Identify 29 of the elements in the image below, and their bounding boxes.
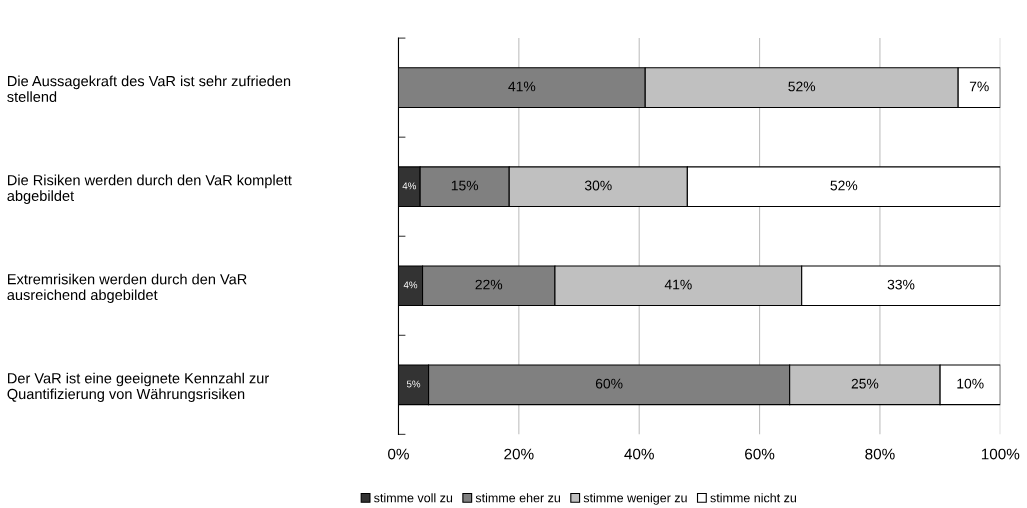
data-label: 4% bbox=[402, 182, 416, 190]
x-tick-label: 40% bbox=[624, 448, 654, 460]
legend-label: stimme eher zu bbox=[475, 493, 560, 503]
data-label: 25% bbox=[851, 378, 879, 389]
data-label: 60% bbox=[595, 378, 623, 389]
data-label: 5% bbox=[406, 380, 421, 388]
x-tick-label: 0% bbox=[388, 448, 409, 460]
x-tick-label: 80% bbox=[865, 448, 895, 460]
data-label: 22% bbox=[475, 279, 503, 290]
data-label: 52% bbox=[788, 81, 816, 92]
legend-label: stimme voll zu bbox=[374, 493, 453, 503]
data-label: 33% bbox=[887, 279, 915, 290]
data-label: 10% bbox=[957, 378, 984, 389]
legend-label: stimme weniger zu bbox=[583, 493, 687, 505]
data-label: 52% bbox=[830, 180, 858, 191]
y-tick-label: Der VaR ist eine geeignete Kennzahl zur Quantifizierung von Währungsrisiken bbox=[7, 372, 269, 403]
data-label: 15% bbox=[451, 180, 479, 191]
y-tick-label: Die Risiken werden durch den VaR komplett abgebildet bbox=[7, 174, 292, 204]
legend-label: stimme nicht zu bbox=[710, 493, 797, 503]
x-tick-label: 60% bbox=[745, 448, 775, 460]
data-label: 41% bbox=[664, 279, 692, 290]
x-tick-label: 100% bbox=[981, 448, 1020, 460]
x-tick-label: 20% bbox=[504, 448, 534, 460]
data-label: 30% bbox=[584, 180, 612, 191]
data-label: 41% bbox=[508, 81, 536, 92]
y-tick-label: Extremrisiken werden durch den VaR ausreichend abgebildet bbox=[7, 273, 247, 303]
data-label: 7% bbox=[969, 81, 989, 92]
data-label: 4% bbox=[403, 281, 418, 289]
y-tick-label: Die Aussagekraft des VaR ist sehr zufrieden stellend bbox=[7, 75, 291, 102]
